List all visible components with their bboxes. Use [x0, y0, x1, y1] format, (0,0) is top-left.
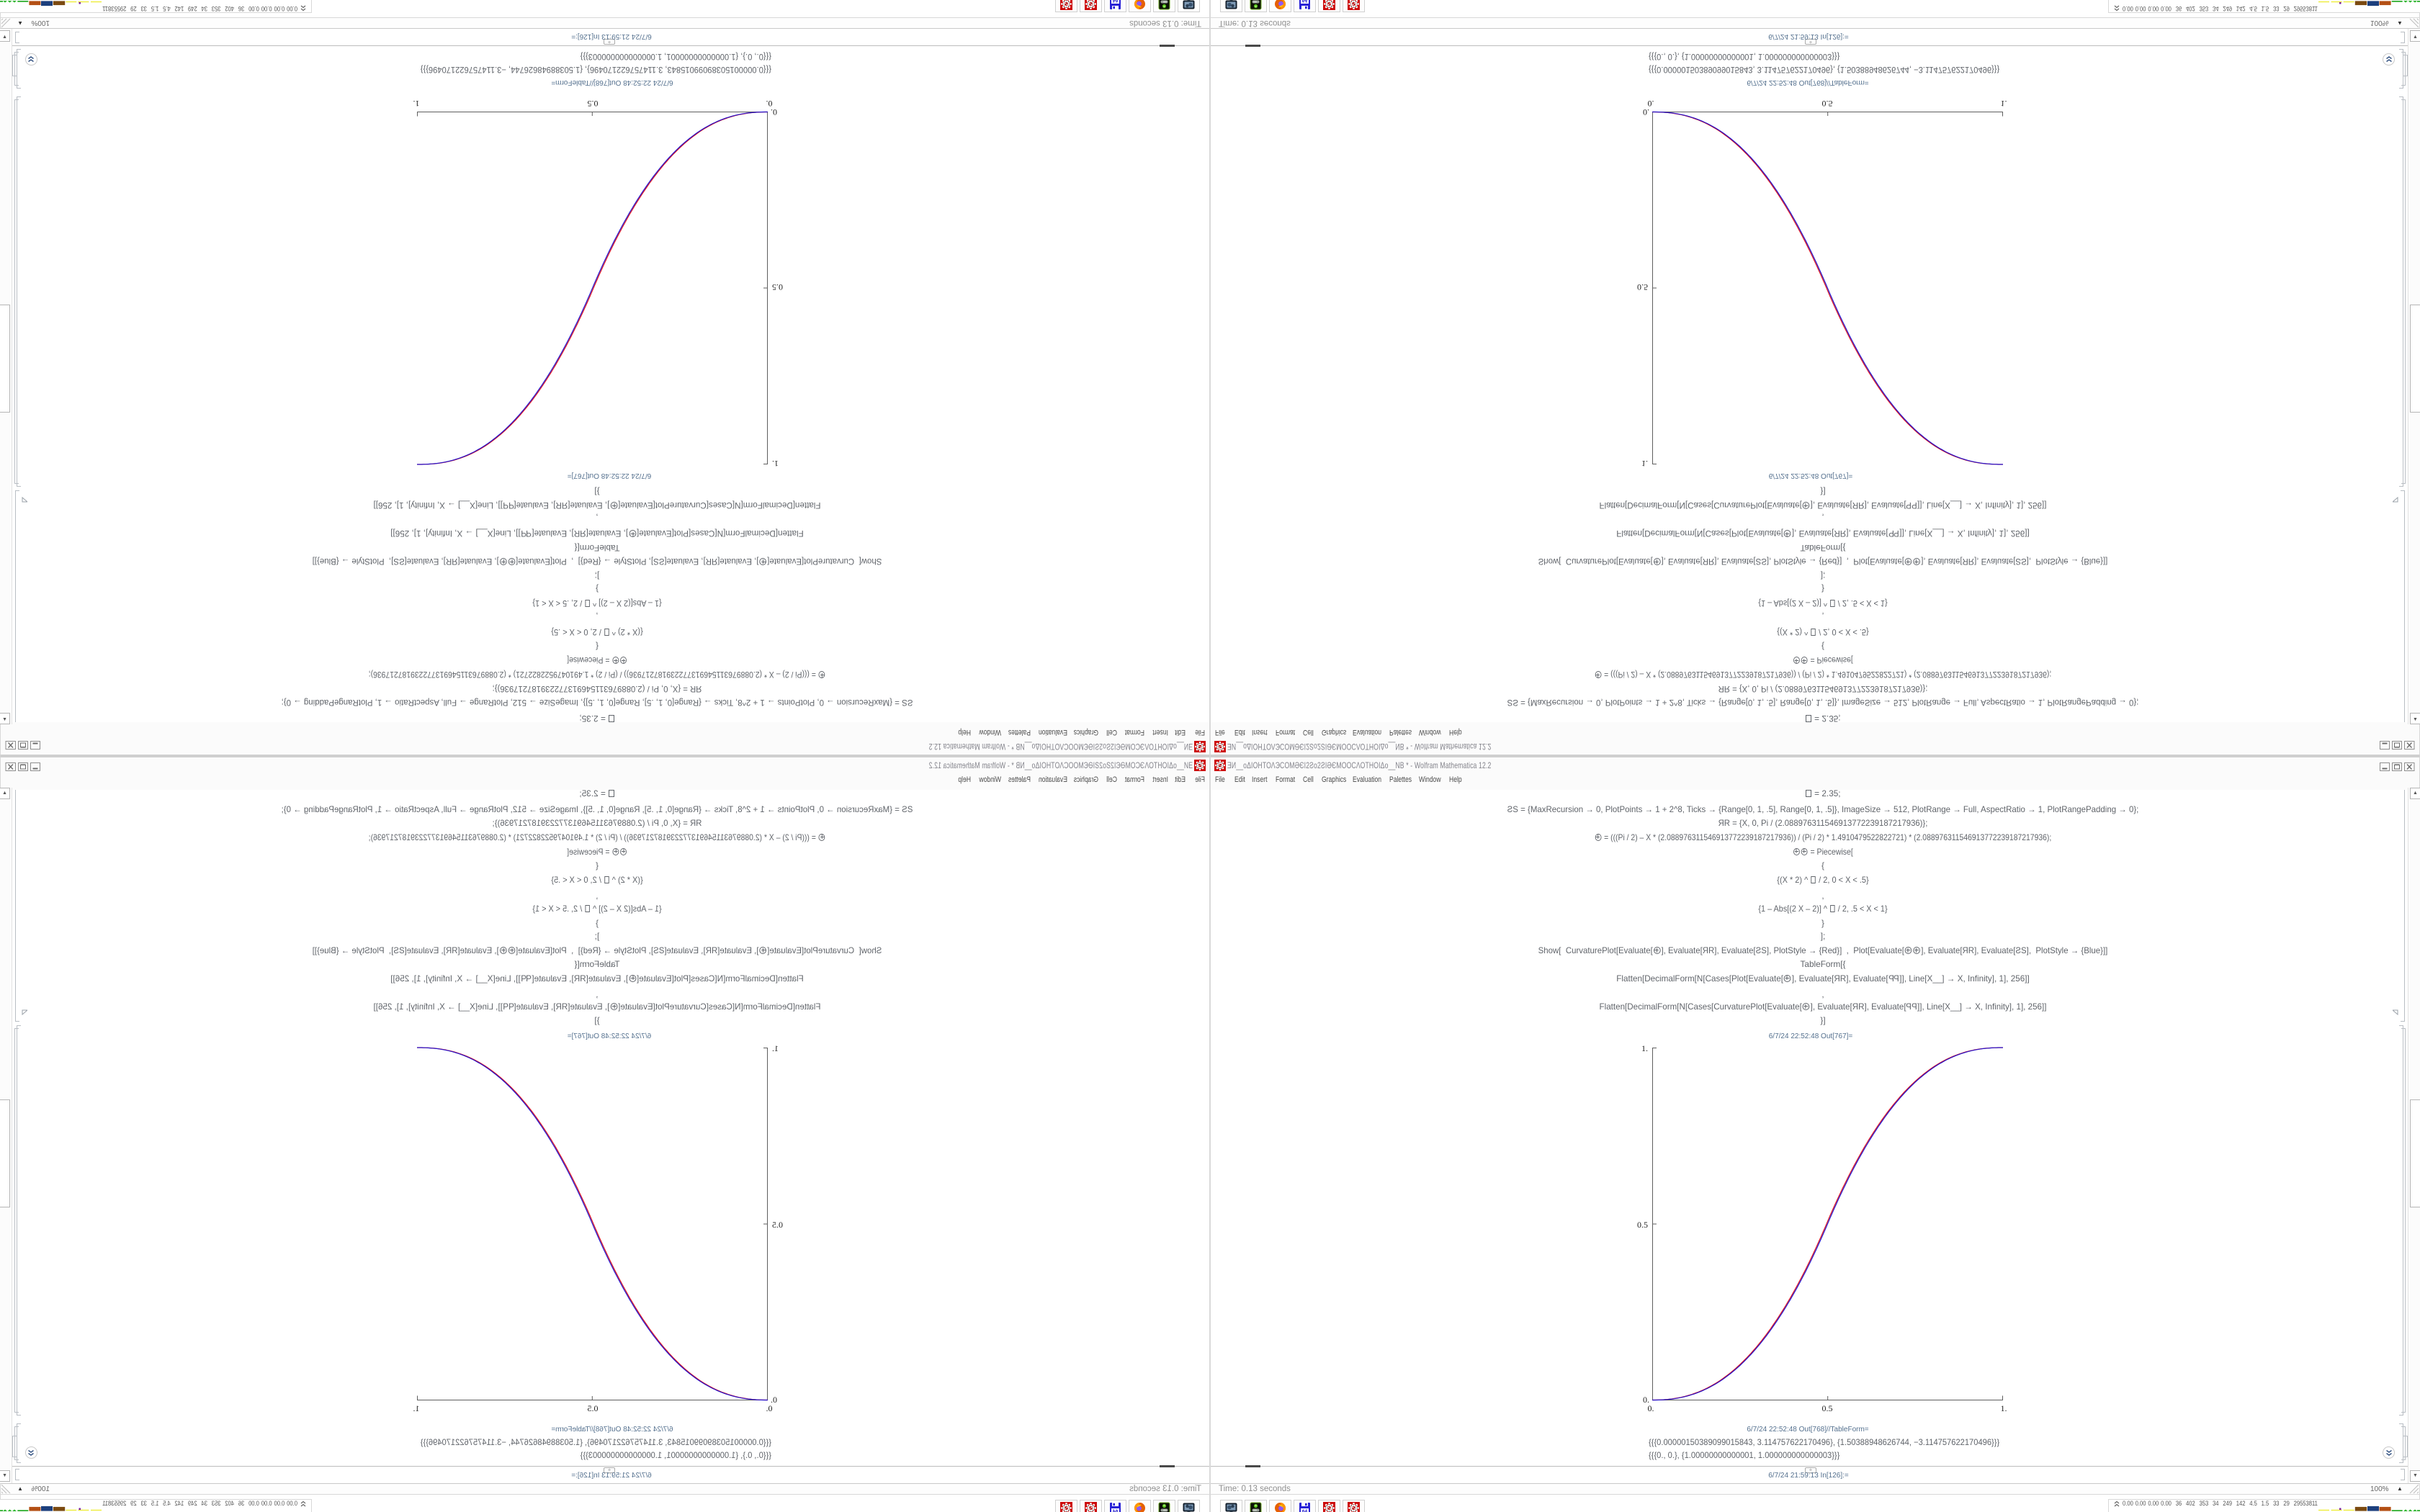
- svg-text:1.: 1.: [413, 1403, 420, 1413]
- svg-text:0.: 0.: [766, 1403, 773, 1413]
- svg-text:0.5: 0.5: [772, 1220, 783, 1230]
- svg-text:0.5: 0.5: [588, 1403, 599, 1413]
- svg-text:1.: 1.: [413, 99, 420, 109]
- svg-text:0.5: 0.5: [1822, 1403, 1833, 1413]
- svg-text:0.5: 0.5: [588, 99, 599, 109]
- svg-text:0.: 0.: [1643, 1395, 1649, 1405]
- svg-text:1.: 1.: [772, 459, 779, 469]
- svg-text:0.5: 0.5: [1822, 99, 1833, 109]
- svg-text:0.5: 0.5: [1637, 282, 1648, 292]
- svg-text:0.5: 0.5: [1637, 1220, 1648, 1230]
- svg-text:1.: 1.: [1641, 1043, 1648, 1053]
- svg-text:0.: 0.: [771, 107, 777, 117]
- svg-text:0.: 0.: [1648, 1403, 1654, 1413]
- svg-text:64: 64: [1302, 0, 1308, 3]
- svg-text:1.: 1.: [2001, 1403, 2007, 1413]
- svg-text:0.5: 0.5: [772, 282, 783, 292]
- svg-text:1.: 1.: [1641, 459, 1648, 469]
- svg-text:0.: 0.: [1648, 99, 1654, 109]
- svg-text:64: 64: [1113, 0, 1119, 3]
- svg-text:0.: 0.: [766, 99, 773, 109]
- svg-text:1.: 1.: [772, 1043, 779, 1053]
- svg-text:64: 64: [1302, 1509, 1308, 1512]
- svg-text:0.: 0.: [771, 1395, 777, 1405]
- svg-text:64: 64: [1113, 1509, 1119, 1512]
- svg-text:0.: 0.: [1643, 107, 1649, 117]
- svg-text:1.: 1.: [2001, 99, 2007, 109]
